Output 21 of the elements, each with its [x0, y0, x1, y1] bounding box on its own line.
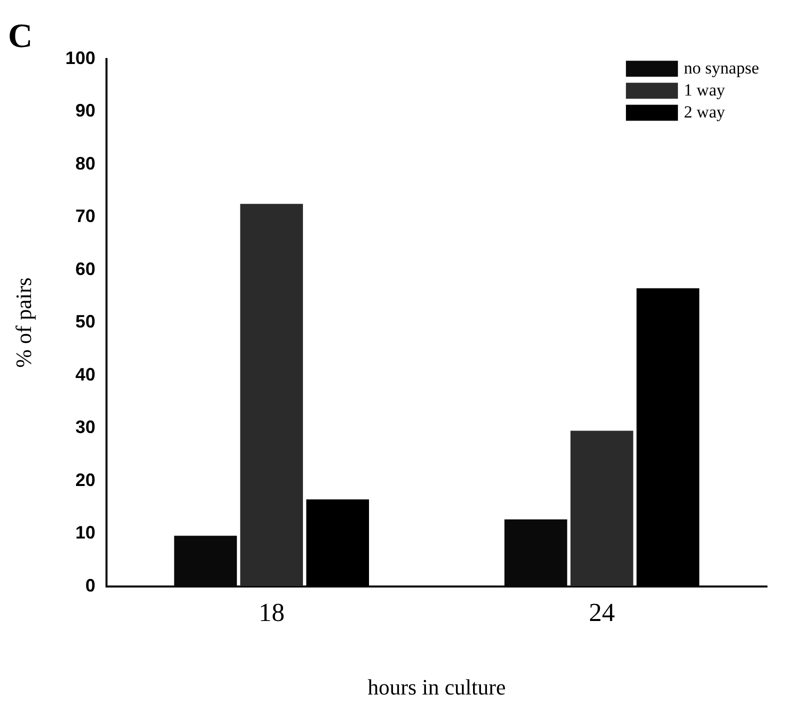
- y-tick-label: 40: [75, 364, 96, 384]
- bar: [240, 204, 303, 586]
- y-tick-label: 20: [75, 470, 96, 490]
- y-axis-title: % of pairs: [10, 277, 36, 368]
- x-tick-label: 24: [588, 598, 615, 627]
- y-tick-label: 10: [75, 522, 96, 543]
- y-tick-label: 60: [75, 258, 96, 279]
- y-tick-label: 80: [75, 153, 96, 174]
- legend-label: no synapse: [684, 58, 760, 78]
- x-axis-title: hours in culture: [368, 674, 506, 700]
- legend-label: 2 way: [684, 102, 726, 122]
- y-tick-label: 100: [65, 48, 96, 68]
- y-tick-label: 90: [75, 100, 96, 121]
- x-tick-label: 18: [258, 598, 285, 627]
- y-tick-label: 0: [85, 575, 96, 596]
- y-tick-label: 70: [75, 206, 96, 226]
- y-tick-label: 30: [75, 417, 96, 438]
- chart-title: C: [8, 18, 33, 56]
- legend-label: 1 way: [684, 80, 726, 100]
- y-tick-label: 50: [75, 312, 96, 332]
- bar: [570, 430, 634, 586]
